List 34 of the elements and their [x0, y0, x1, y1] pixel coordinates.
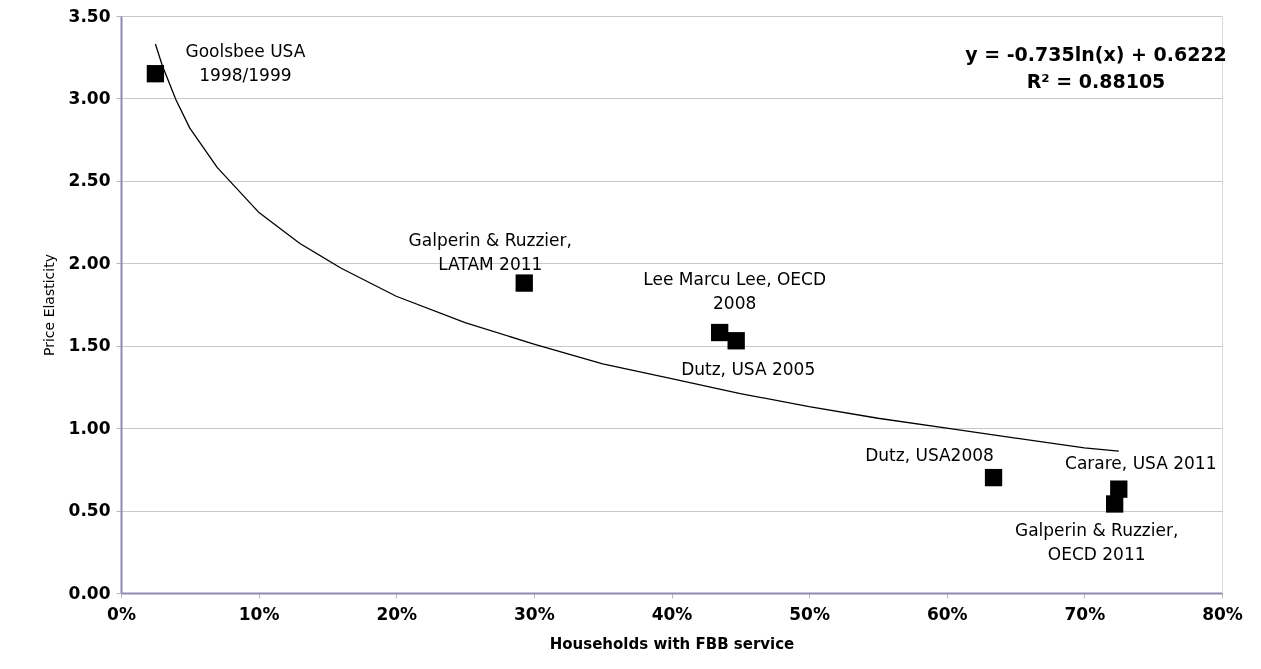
y-tick-label: 2.00 [68, 252, 111, 273]
point [711, 323, 729, 342]
annotation: Dutz, USA2008 [865, 444, 994, 465]
y-tick-label: 0.00 [68, 582, 111, 603]
y-tick-label: 0.50 [68, 500, 111, 521]
y-tick-label: 2.50 [68, 170, 111, 191]
annotation: Goolsbee USA 1998/1999 [185, 40, 306, 85]
x-tick-label: 30% [514, 603, 555, 624]
y-axis-title: Price Elasticity [40, 254, 57, 356]
x-tick-label: 80% [1202, 603, 1243, 624]
y-tick-label: 3.50 [68, 5, 111, 26]
point [984, 468, 1003, 487]
x-tick-label: 70% [1064, 603, 1106, 624]
y-tick-label: 1.00 [68, 417, 111, 438]
annotation: Lee Marcu Lee, OECD 2008 [643, 268, 827, 313]
x-tick-label: 10% [238, 603, 280, 624]
x-tick-label: 0% [107, 603, 136, 624]
annotation: y = -0.735ln(x) + 0.6222 [965, 43, 1227, 65]
point [727, 332, 745, 350]
x-axis-title: Households with FBB service [549, 634, 795, 653]
y-tick-label: 1.50 [68, 335, 111, 356]
x-tick-label: 20% [376, 603, 418, 624]
annotation: Carare, USA 2011 [1065, 453, 1217, 474]
annotation: Galperin & Ruzzier, LATAM 2011 [408, 230, 572, 275]
x-tick-label: 50% [789, 603, 830, 624]
annotation: R² = 0.88105 [1026, 70, 1166, 92]
y-tick-label: 3.00 [68, 87, 111, 108]
point [1105, 495, 1124, 513]
point [146, 65, 165, 83]
annotation: Dutz, USA 2005 [681, 358, 816, 379]
x-tick-label: 60% [926, 603, 968, 624]
point [515, 274, 533, 292]
annotation: Galperin & Ruzzier, OECD 2011 [1014, 519, 1179, 564]
x-tick-label: 40% [651, 603, 693, 624]
